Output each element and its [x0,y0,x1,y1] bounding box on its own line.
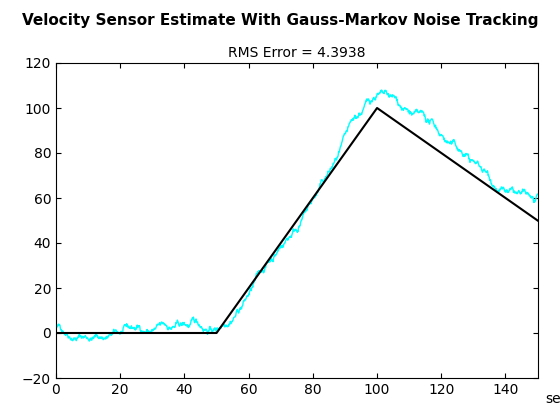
Text: Velocity Sensor Estimate With Gauss-Markov Noise Tracking: Velocity Sensor Estimate With Gauss-Mark… [22,13,538,28]
Title: RMS Error = 4.3938: RMS Error = 4.3938 [228,47,366,60]
X-axis label: sec: sec [545,392,560,406]
